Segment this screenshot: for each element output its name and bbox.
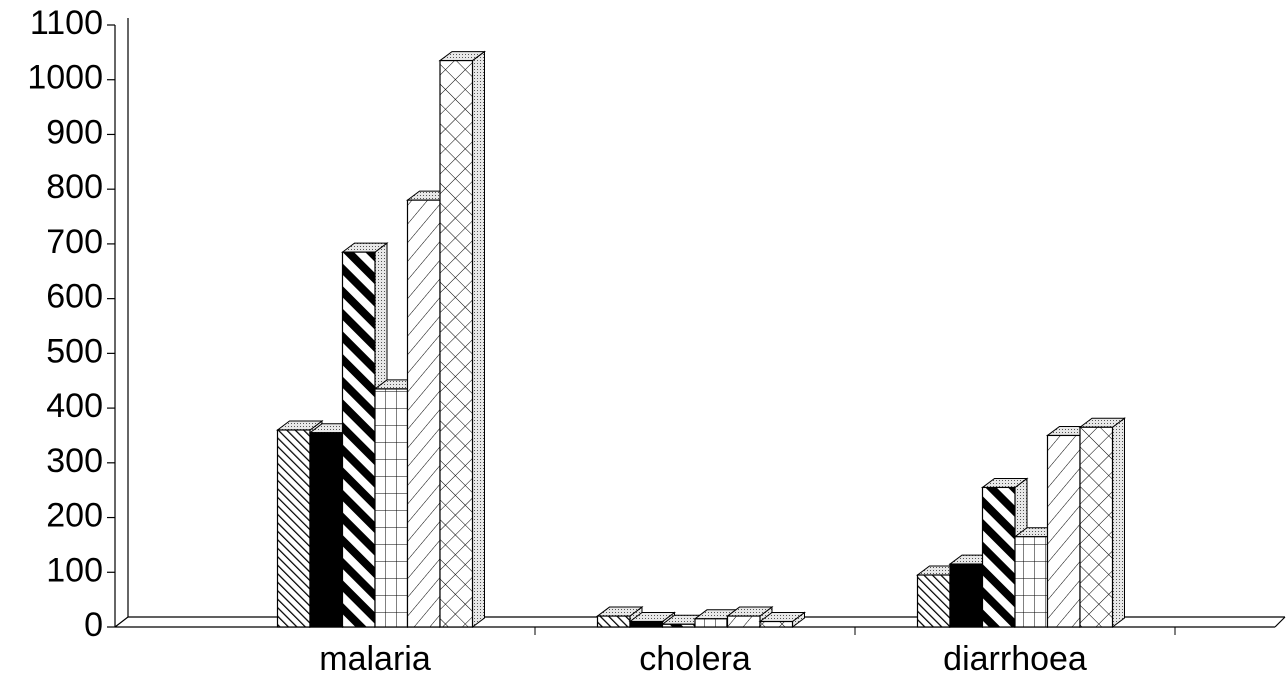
bar — [309, 432, 344, 628]
y-tick-label: 600 — [46, 278, 103, 316]
x-tick-label: malaria — [319, 640, 431, 678]
bar — [629, 620, 664, 628]
x-tick-label: diarrhoea — [943, 640, 1087, 678]
bar — [759, 620, 794, 628]
bar — [1046, 434, 1081, 628]
bar-side — [1112, 417, 1125, 628]
bar — [694, 618, 729, 628]
y-tick-label: 200 — [46, 497, 103, 535]
y-tick-label: 1000 — [27, 59, 103, 97]
y-tick-label: 400 — [46, 387, 103, 425]
bar — [276, 429, 311, 628]
bar-side — [472, 50, 485, 628]
bar — [981, 486, 1016, 628]
y-tick-label: 500 — [46, 332, 103, 370]
bar — [949, 563, 984, 628]
y-tick-label: 1100 — [30, 4, 103, 42]
bar — [406, 199, 441, 628]
bar — [374, 388, 409, 628]
y-tick-label: 800 — [46, 168, 103, 206]
bar — [596, 615, 631, 628]
x-tick-label: cholera — [639, 640, 751, 678]
y-tick-label: 700 — [46, 223, 103, 261]
y-tick-label: 300 — [46, 442, 103, 480]
bar — [439, 59, 474, 628]
y-tick-label: 100 — [46, 551, 103, 589]
bar — [726, 615, 761, 628]
bar — [1014, 536, 1049, 628]
bar — [661, 623, 696, 628]
y-tick-label: 900 — [46, 113, 103, 151]
bar — [1079, 426, 1114, 628]
bar — [916, 574, 951, 628]
y-tick-label: 0 — [84, 606, 103, 644]
bar — [341, 251, 376, 628]
